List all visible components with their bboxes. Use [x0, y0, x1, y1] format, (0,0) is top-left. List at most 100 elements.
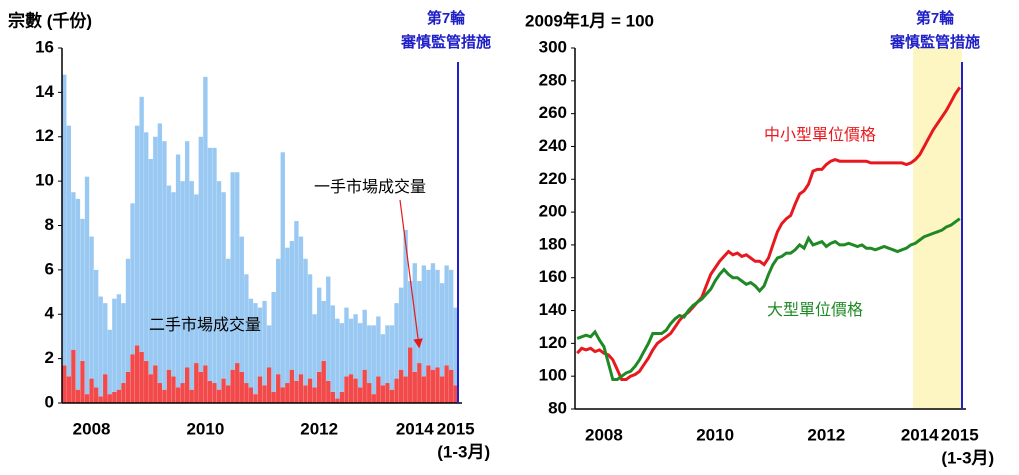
bar-segment — [153, 136, 158, 366]
bar-segment — [389, 325, 395, 390]
bar-segment — [389, 389, 395, 403]
bar-segment — [207, 147, 213, 381]
bar-segment — [125, 371, 131, 403]
bar-segment — [330, 391, 336, 403]
bar-segment — [203, 76, 208, 366]
x-tick-label: 2012 — [300, 419, 338, 438]
bar-segment — [239, 371, 244, 403]
bar-segment — [385, 325, 390, 384]
bar-segment — [298, 236, 304, 375]
bar-segment — [357, 387, 363, 403]
y-tick-label: 16 — [35, 37, 54, 56]
bar-segment — [257, 376, 263, 403]
bar-segment — [280, 152, 285, 388]
bar-segment — [367, 383, 372, 403]
bar-segment — [175, 387, 181, 403]
bar-segment — [221, 192, 226, 379]
y-axis-title: 宗數 (千份) — [8, 10, 92, 30]
bar-segment — [307, 378, 313, 403]
bar-segment — [112, 391, 117, 403]
bar-segment — [417, 280, 422, 364]
bar-segment — [116, 389, 122, 403]
x-tick-label: 2015 — [437, 419, 475, 438]
line — [576, 86, 962, 381]
y-tick-label: 240 — [539, 136, 567, 155]
bar-segment — [448, 369, 454, 403]
y-tick-label: 10 — [35, 171, 54, 190]
annotation: 第7輪 — [427, 9, 466, 27]
bar-segment — [62, 365, 67, 403]
x-tick-label: 2008 — [585, 425, 623, 444]
bar-segment — [103, 303, 108, 375]
series-label: 大型單位價格 — [767, 301, 863, 319]
bar-segment — [194, 194, 199, 364]
x-tick-label: 2008 — [73, 419, 111, 438]
series-label: 二手市場成交量 — [149, 316, 261, 334]
bar-segment — [121, 383, 126, 403]
bar-segment — [175, 154, 181, 388]
bar-segment — [230, 172, 235, 370]
bar-segment — [89, 378, 94, 403]
bar-segment — [98, 396, 103, 403]
bar-segment — [385, 383, 390, 403]
bar-segment — [348, 374, 354, 403]
bar-segment — [321, 360, 326, 403]
bar-segment — [262, 385, 267, 403]
bar-segment — [112, 298, 117, 392]
bar-segment — [312, 387, 317, 403]
x-note: (1-3月) — [437, 442, 490, 461]
bar-segment — [316, 287, 322, 372]
y-tick-label: 260 — [539, 103, 567, 122]
bar-segment — [276, 374, 281, 403]
bar-segment — [266, 325, 272, 368]
bar-segment — [248, 387, 254, 403]
bar-segment — [289, 241, 295, 370]
bar-segment — [62, 74, 67, 366]
y-tick-label: 80 — [548, 398, 567, 417]
bar-segment — [244, 383, 249, 403]
y-tick-label: 300 — [539, 37, 567, 56]
y-tick-label: 6 — [45, 259, 54, 278]
bar-segment — [248, 298, 254, 388]
arrow — [399, 199, 423, 349]
bar-segment — [380, 385, 386, 403]
bar-segment — [162, 389, 167, 403]
bar-segment — [371, 394, 376, 403]
bar-segment — [362, 369, 367, 403]
y-tick-label: 8 — [45, 215, 54, 234]
bar-segment — [348, 318, 354, 375]
bar-segment — [171, 376, 176, 403]
bar-segment — [353, 378, 358, 403]
x-note: (1-3月) — [941, 448, 994, 467]
bar-segment — [285, 247, 290, 384]
bar-segment — [130, 203, 135, 355]
bar-segment — [298, 374, 304, 403]
bar-segment — [93, 387, 99, 403]
bar-segment — [439, 283, 445, 377]
bar-segment — [225, 385, 231, 403]
bar-segment — [376, 316, 381, 377]
x-tick-label: 2015 — [941, 425, 979, 444]
bar-segment — [80, 360, 85, 403]
bar-segment — [398, 287, 404, 370]
line — [576, 217, 961, 381]
bar-segment — [353, 314, 358, 379]
bar-segment — [289, 369, 295, 403]
bar-segment — [75, 198, 81, 390]
bar-segment — [430, 369, 436, 403]
bar-segment — [180, 181, 185, 384]
bar-segment — [166, 185, 172, 370]
bar-segment — [294, 380, 299, 403]
bar-segment — [221, 378, 226, 403]
bar-segment — [394, 303, 399, 379]
bar-segment — [134, 345, 140, 403]
annotation: 第7輪 — [916, 9, 955, 27]
bar-segment — [262, 300, 267, 386]
bar-segment — [235, 172, 240, 364]
bar-segment — [408, 347, 413, 403]
bar-segment — [130, 354, 135, 403]
bar-segment — [144, 360, 149, 403]
bar-segment — [335, 398, 340, 403]
bar-segment — [216, 181, 222, 390]
bar-segment — [216, 389, 222, 403]
